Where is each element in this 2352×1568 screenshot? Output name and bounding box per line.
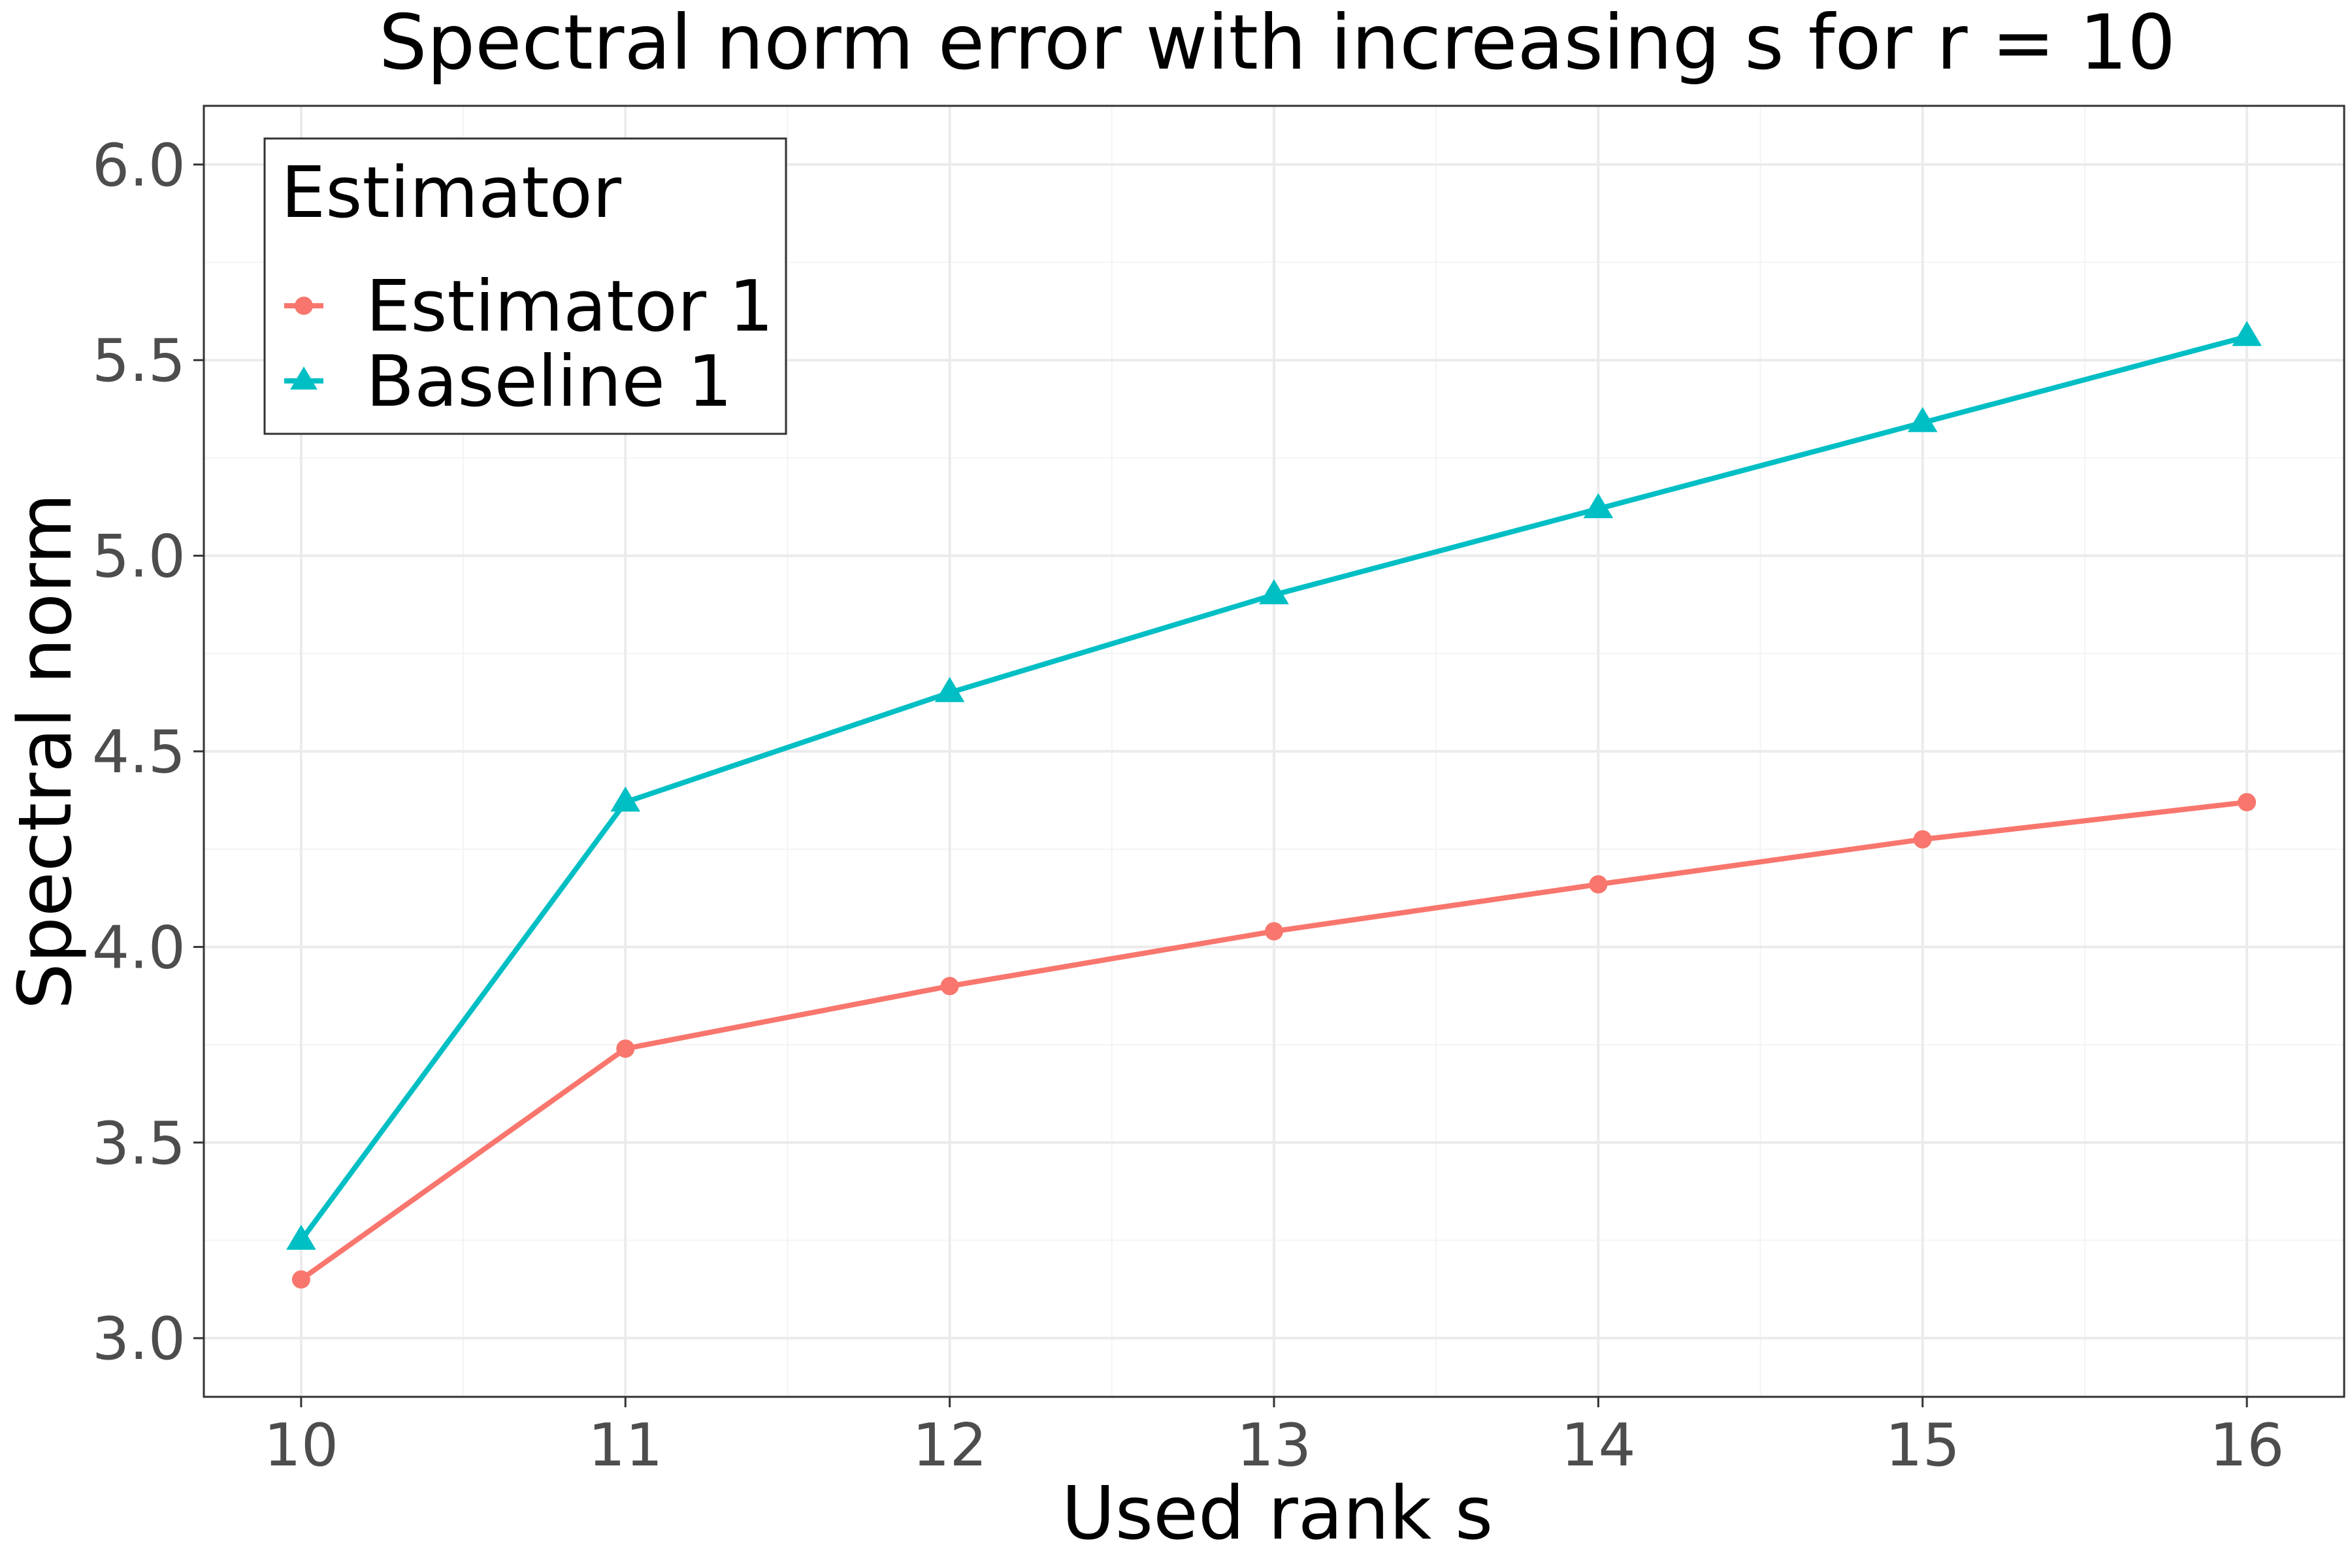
y-tick-label: 3.0	[92, 1305, 186, 1373]
axis-ticks: 10 11 12 13 14 15 16 3.0 3.5 4.0 4.5 5.0 5.5 6.0	[92, 131, 2284, 1480]
data-point-estimator-1	[2238, 792, 2257, 811]
y-tick-label: 5.5	[92, 327, 186, 395]
data-point-baseline-1	[610, 786, 641, 812]
data-point-baseline-1	[934, 677, 965, 702]
x-tick-label: 11	[588, 1411, 663, 1480]
x-tick-label: 13	[1237, 1411, 1312, 1480]
data-point-baseline-1	[1907, 407, 1938, 433]
data-point-estimator-1	[1265, 922, 1283, 941]
series-baseline-1	[286, 321, 2262, 1250]
y-axis-title: Spectral norm	[3, 493, 88, 1010]
series-estimator-1	[291, 792, 2257, 1289]
y-tick-label: 4.5	[92, 718, 186, 787]
y-tick-label: 4.0	[92, 913, 186, 982]
x-axis-title: Used rank s	[1062, 1471, 1493, 1556]
chart-title: Spectral norm error with increasing s fo…	[379, 0, 2176, 87]
legend-item-estimator-1: Estimator 1	[284, 266, 774, 348]
grid-lines	[204, 106, 2344, 1397]
legend-label: Baseline 1	[366, 341, 732, 423]
legend-label: Estimator 1	[366, 266, 774, 348]
data-point-estimator-1	[940, 977, 959, 996]
data-point-estimator-1	[1913, 830, 1932, 849]
x-tick-label: 14	[1561, 1411, 1636, 1480]
legend-key-marker	[295, 297, 313, 315]
data-point-estimator-1	[1589, 875, 1608, 894]
series-layer	[286, 321, 2262, 1289]
data-point-estimator-1	[291, 1270, 310, 1289]
y-tick-label: 3.5	[92, 1109, 186, 1178]
data-point-baseline-1	[2232, 321, 2262, 346]
legend-key-marker	[290, 367, 318, 390]
legend-title: Estimator	[281, 152, 622, 234]
data-point-baseline-1	[1259, 579, 1289, 604]
legend-item-baseline-1: Baseline 1	[284, 341, 732, 423]
data-point-baseline-1	[286, 1224, 316, 1250]
x-tick-label: 12	[912, 1411, 987, 1480]
data-point-baseline-1	[1583, 493, 1614, 519]
data-point-estimator-1	[616, 1039, 635, 1058]
y-tick-label: 5.0	[92, 523, 186, 591]
legend-box	[263, 137, 787, 435]
x-tick-label: 15	[1885, 1411, 1960, 1480]
x-tick-label: 10	[264, 1411, 339, 1480]
x-tick-label: 16	[2210, 1411, 2285, 1480]
y-tick-label: 6.0	[92, 131, 186, 200]
